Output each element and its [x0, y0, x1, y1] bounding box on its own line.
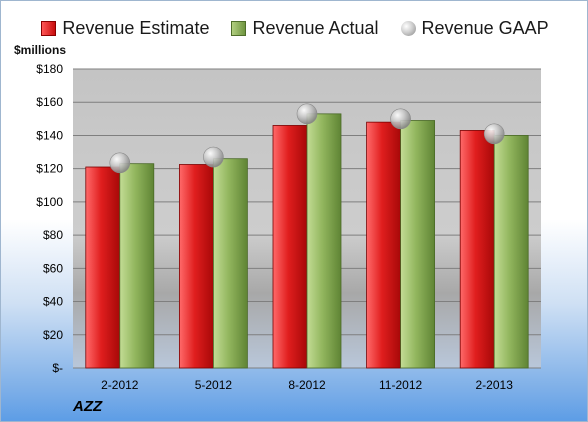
bar-estimate-8-2012 [272, 125, 308, 369]
bar-actual-5-2012 [212, 158, 248, 369]
y-tick-label: $20 [43, 328, 63, 342]
y-tick-label: $40 [43, 295, 63, 309]
legend-label-gaap: Revenue GAAP [421, 17, 549, 38]
point-gaap-11-2012 [390, 108, 411, 130]
legend-item-estimate: Revenue Estimate [41, 18, 209, 39]
bar-estimate-2-2013 [459, 130, 495, 369]
bar-actual-2-2012 [119, 163, 155, 369]
point-gaap-2-2013 [483, 123, 505, 145]
bar-estimate-5-2012 [178, 164, 214, 369]
x-tick-label: 2-2012 [101, 378, 139, 392]
legend-label-estimate: Revenue Estimate [62, 17, 210, 38]
point-gaap-2-2012 [109, 152, 131, 174]
point-gaap-8-2012 [296, 103, 318, 125]
x-tick-label: 11-2012 [379, 378, 422, 392]
bar-estimate-11-2012 [366, 121, 402, 369]
y-tick-label: $100 [36, 195, 63, 209]
y-tick-label: $160 [36, 95, 63, 109]
y-tick-label: $- [52, 361, 63, 375]
y-axis-unit-label: $millions [14, 43, 67, 57]
x-tick-label: 5-2012 [195, 378, 233, 392]
legend-label-actual: Revenue Actual [252, 17, 379, 38]
y-tick-label: $80 [43, 228, 63, 242]
x-tick-label: 8-2012 [288, 378, 326, 392]
legend-swatch-gaap [400, 20, 416, 36]
ticker-symbol: AZZ [73, 398, 103, 415]
legend-swatch-actual [231, 20, 247, 36]
legend-item-gaap: Revenue GAAP [400, 17, 549, 39]
legend-swatch-estimate [41, 20, 57, 36]
y-tick-label: $120 [36, 162, 63, 176]
point-gaap-5-2012 [203, 146, 224, 168]
x-tick-label: 2-2013 [476, 378, 514, 392]
bar-estimate-2-2012 [85, 166, 121, 369]
y-tick-label: $180 [36, 62, 63, 76]
y-tick-label: $60 [43, 261, 63, 275]
bar-actual-2-2013 [493, 135, 529, 369]
bar-actual-11-2012 [400, 120, 436, 369]
legend: Revenue Estimate Revenue Actual Revenue … [1, 15, 587, 41]
bar-actual-8-2012 [306, 113, 342, 369]
y-tick-label: $140 [36, 128, 63, 142]
legend-item-actual: Revenue Actual [231, 17, 379, 39]
